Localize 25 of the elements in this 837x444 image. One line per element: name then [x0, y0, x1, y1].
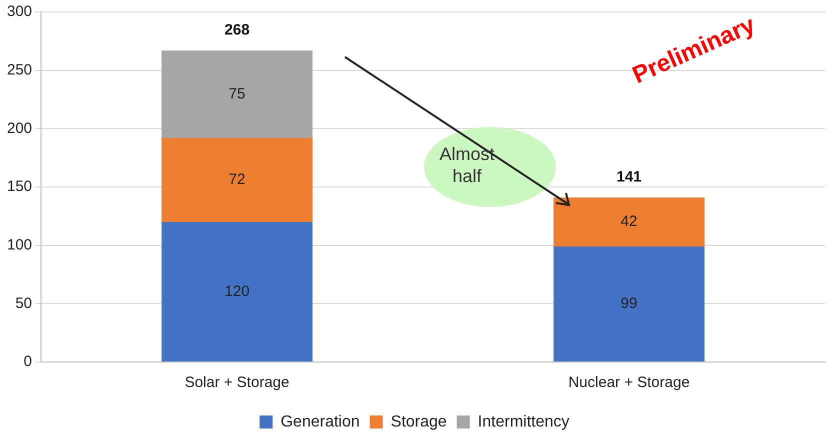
data-label: 42	[620, 213, 638, 230]
y-tick-label: 100	[6, 236, 32, 254]
total-label: 268	[224, 22, 250, 39]
data-label: 72	[228, 171, 246, 188]
bar	[554, 198, 704, 246]
total-label: 141	[616, 168, 642, 186]
data-label: 75	[228, 85, 246, 102]
x-tick-label: Nuclear + Storage	[568, 374, 690, 392]
bar	[554, 246, 704, 362]
y-tick-label: 300	[6, 3, 32, 20]
x-tick-label: Solar + Storage	[184, 374, 290, 392]
legend-label: Storage	[390, 413, 447, 430]
y-tick-label: 250	[6, 61, 32, 78]
bar	[162, 50, 312, 138]
annotation: Almost half	[438, 143, 496, 187]
y-tick-label: 0	[24, 353, 32, 370]
bar	[162, 138, 312, 222]
y-tick-label: 200	[6, 120, 32, 137]
legend-label: Intermittency	[478, 413, 570, 430]
data-label: 120	[224, 282, 250, 300]
data-label: 99	[620, 295, 638, 312]
y-tick-label: 50	[15, 294, 32, 312]
legend-label: Generation	[280, 413, 360, 430]
y-tick-label: 150	[6, 178, 32, 196]
bar	[162, 222, 312, 362]
